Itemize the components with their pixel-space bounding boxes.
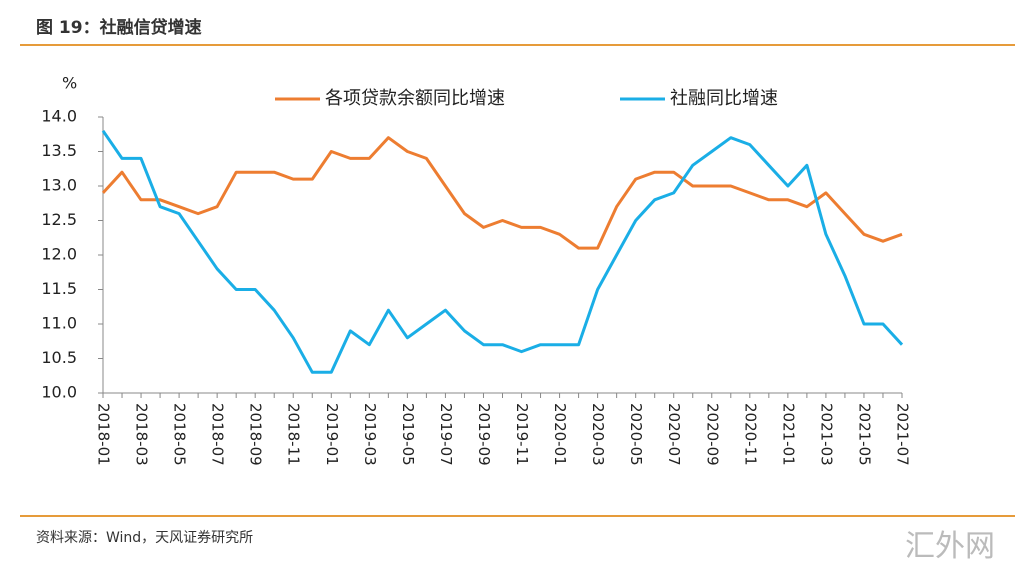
x-tick-label: 2020-05 (627, 403, 645, 466)
watermark: 汇外网 (905, 529, 995, 564)
y-tick-label: 11.0 (41, 314, 77, 333)
x-tick-label: 2019-07 (437, 403, 455, 466)
source-note: 资料来源：Wind，天风证券研究所 (36, 530, 253, 546)
x-tick-label: 2020-07 (665, 403, 683, 466)
x-tick-label: 2021-01 (779, 403, 797, 466)
y-tick-label: 13.5 (41, 141, 77, 160)
x-tick-label: 2020-01 (551, 403, 569, 466)
x-tick-label: 2021-05 (855, 403, 873, 466)
figure-title: 图 19：社融信贷增速 (36, 17, 202, 38)
x-tick-label: 2018-03 (133, 403, 151, 466)
legend-label: 社融同比增速 (670, 88, 778, 109)
legend-label: 各项贷款余额同比增速 (325, 88, 505, 109)
x-tick-label: 2018-05 (171, 403, 189, 466)
x-tick-label: 2020-09 (703, 403, 721, 466)
y-tick-label: 14.0 (41, 107, 77, 126)
y-tick-label: 13.0 (41, 176, 77, 195)
x-tick-label: 2019-05 (399, 403, 417, 466)
y-tick-label: 11.5 (41, 279, 77, 298)
series-line (101, 136, 903, 250)
y-tick-label: 10.0 (41, 383, 77, 402)
x-tick-label: 2019-01 (323, 403, 341, 466)
x-tick-label: 2019-09 (475, 403, 493, 466)
series-line (101, 129, 904, 374)
x-tick-label: 2020-03 (589, 403, 607, 466)
x-tick-label: 2021-07 (894, 403, 912, 466)
y-tick-label: 12.0 (41, 245, 77, 264)
x-tick-label: 2018-11 (285, 403, 303, 466)
x-tick-label: 2020-11 (741, 403, 759, 466)
x-tick-label: 2019-03 (361, 403, 379, 466)
y-tick-label: 10.5 (41, 348, 77, 367)
x-tick-label: 2018-07 (209, 403, 227, 466)
x-tick-label: 2018-01 (95, 403, 113, 466)
x-tick-label: 2018-09 (247, 403, 265, 466)
x-tick-label: 2019-11 (513, 403, 531, 466)
y-unit: % (62, 74, 77, 93)
y-tick-label: 12.5 (41, 210, 77, 229)
x-tick-label: 2021-03 (817, 403, 835, 466)
